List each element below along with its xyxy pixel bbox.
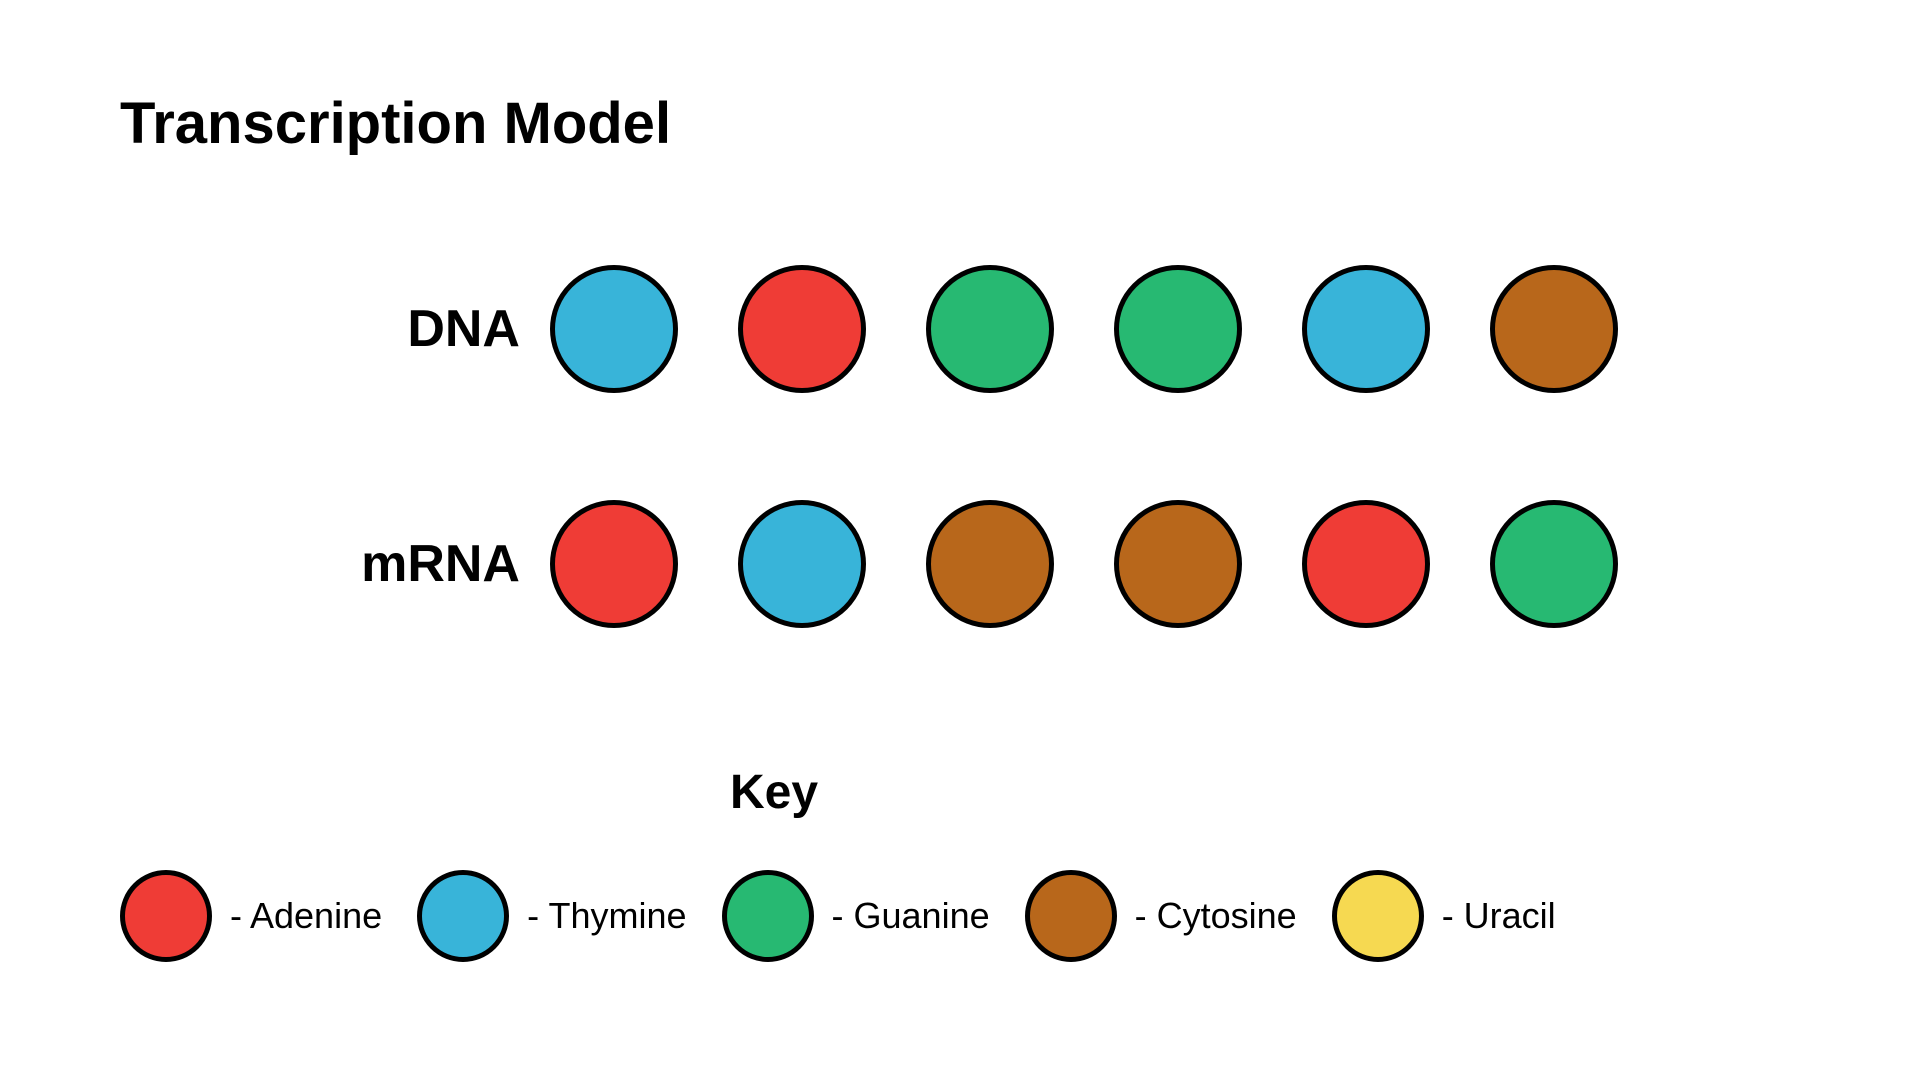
- nucleotide-circle-cytosine: [1114, 500, 1242, 628]
- nucleotide-circle-guanine: [1114, 265, 1242, 393]
- key-circle-guanine: [722, 870, 814, 962]
- key-label: - Uracil: [1442, 895, 1556, 937]
- key-label: - Cytosine: [1135, 895, 1297, 937]
- key-circle-uracil: [1332, 870, 1424, 962]
- sequence-circles: [550, 500, 1618, 628]
- key-item-adenine: - Adenine: [120, 870, 382, 962]
- key-row: - Adenine - Thymine - Guanine - Cytosine - U…: [120, 870, 1556, 962]
- nucleotide-circle-adenine: [738, 265, 866, 393]
- nucleotide-circle-thymine: [738, 500, 866, 628]
- key-item-thymine: - Thymine: [417, 870, 686, 962]
- nucleotide-circle-guanine: [1490, 500, 1618, 628]
- sequence-circles: [550, 265, 1618, 393]
- nucleotide-circle-thymine: [550, 265, 678, 393]
- key-label: - Guanine: [832, 895, 990, 937]
- diagram-title: Transcription Model: [120, 90, 671, 157]
- nucleotide-circle-adenine: [550, 500, 678, 628]
- sequence-row-mrna: mRNA: [260, 500, 1618, 628]
- key-circle-cytosine: [1025, 870, 1117, 962]
- key-label: - Thymine: [527, 895, 686, 937]
- nucleotide-circle-adenine: [1302, 500, 1430, 628]
- nucleotide-circle-thymine: [1302, 265, 1430, 393]
- nucleotide-circle-cytosine: [926, 500, 1054, 628]
- sequence-label: mRNA: [260, 534, 520, 594]
- sequence-row-dna: DNA: [260, 265, 1618, 393]
- key-title: Key: [730, 765, 818, 820]
- key-item-uracil: - Uracil: [1332, 870, 1556, 962]
- key-circle-adenine: [120, 870, 212, 962]
- sequence-label: DNA: [260, 299, 520, 359]
- key-item-guanine: - Guanine: [722, 870, 990, 962]
- key-label: - Adenine: [230, 895, 382, 937]
- nucleotide-circle-guanine: [926, 265, 1054, 393]
- key-circle-thymine: [417, 870, 509, 962]
- nucleotide-circle-cytosine: [1490, 265, 1618, 393]
- key-item-cytosine: - Cytosine: [1025, 870, 1297, 962]
